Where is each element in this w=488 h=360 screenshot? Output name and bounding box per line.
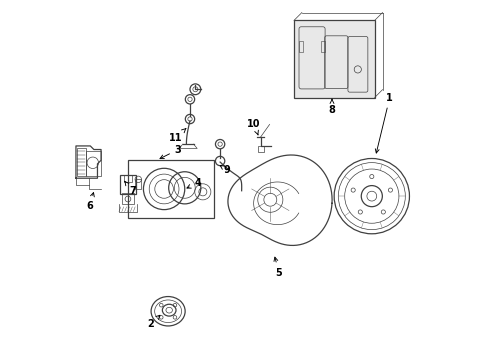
Bar	[321, 41, 324, 52]
Bar	[77, 148, 85, 176]
Text: 2: 2	[147, 315, 160, 329]
Text: 11: 11	[168, 128, 185, 143]
Bar	[85, 150, 101, 176]
Text: 6: 6	[86, 193, 94, 211]
Bar	[128, 160, 214, 218]
Bar	[293, 21, 374, 98]
Bar	[257, 146, 263, 152]
Bar	[122, 193, 133, 204]
Text: 4: 4	[186, 178, 201, 188]
Text: 8: 8	[328, 99, 335, 115]
Bar	[299, 41, 303, 52]
Bar	[120, 175, 136, 194]
Bar	[123, 175, 132, 182]
Bar	[293, 21, 374, 98]
Text: 9: 9	[220, 165, 230, 175]
Text: 10: 10	[247, 120, 261, 135]
Bar	[135, 179, 141, 189]
Text: 3: 3	[160, 144, 181, 159]
Text: 7: 7	[124, 181, 136, 197]
Text: 5: 5	[273, 257, 282, 278]
Text: 1: 1	[375, 93, 392, 153]
